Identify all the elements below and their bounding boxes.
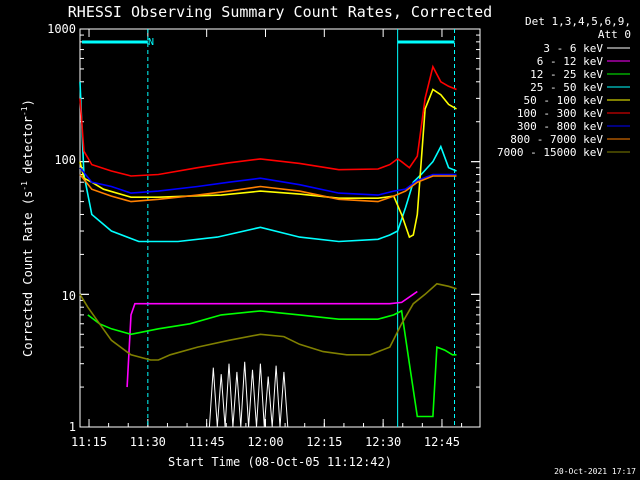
series-line-25-50keV [79, 81, 457, 243]
series-line-3-6keV [208, 361, 289, 428]
x-tick-label-1145: 11:45 [189, 435, 225, 449]
night-markers [82, 29, 456, 427]
series-line-50-100keV [79, 88, 457, 239]
x-tick-label-1200: 12:00 [247, 435, 283, 449]
legend-label-300-800: 300 - 800 keV [517, 120, 603, 133]
series-layer [79, 64, 457, 428]
legend-label-800-7000: 800 - 7000 keV [510, 133, 603, 146]
footer-date: 20-Oct-2021 17:17 [554, 467, 636, 476]
series-line-6-12keV [126, 290, 418, 388]
x-tick-label-1130: 11:30 [130, 435, 166, 449]
x-axis-title: Start Time (08-Oct-05 11:12:42) [168, 455, 392, 469]
legend-attenuator: Att 0 [598, 28, 631, 41]
night-label: N [148, 37, 154, 48]
series-line-800-7000keV [79, 173, 457, 203]
legend-label-6-12: 6 - 12 keV [537, 55, 604, 68]
legend-label-3-6: 3 - 6 keV [543, 42, 603, 55]
y-tick-label-100: 100 [54, 153, 76, 167]
y-axis-title: Corrected Count Rate (s-1 detector-1) [20, 99, 35, 357]
x-tick-label-1245: 12:45 [424, 435, 460, 449]
legend-label-7000-15000: 7000 - 15000 keV [497, 146, 603, 159]
y-tick-label-10: 10 [62, 289, 76, 303]
series-line-12-25keV [87, 309, 457, 418]
x-tick-label-1215: 12:15 [306, 435, 342, 449]
legend-label-25-50: 25 - 50 keV [530, 81, 603, 94]
legend-detectors: Det 1,3,4,5,6,9, [525, 15, 631, 28]
legend: 3 - 6 keV 6 - 12 keV 12 - 25 keV 25 - 50… [497, 42, 630, 159]
series-line-7000-15000keV [79, 282, 457, 361]
y-tick-label-1000: 1000 [47, 22, 76, 36]
series-line-100-300keV [79, 64, 457, 177]
legend-label-50-100: 50 - 100 keV [524, 94, 604, 107]
x-tick-label-1230: 12:30 [365, 435, 401, 449]
legend-label-100-300: 100 - 300 keV [517, 107, 603, 120]
chart-title: RHESSI Observing Summary Count Rates, Co… [68, 3, 492, 21]
series-line-300-800keV [79, 167, 457, 196]
y-tick-label-1: 1 [69, 420, 76, 434]
x-tick-label-1115: 11:15 [71, 435, 107, 449]
legend-label-12-25: 12 - 25 keV [530, 68, 603, 81]
